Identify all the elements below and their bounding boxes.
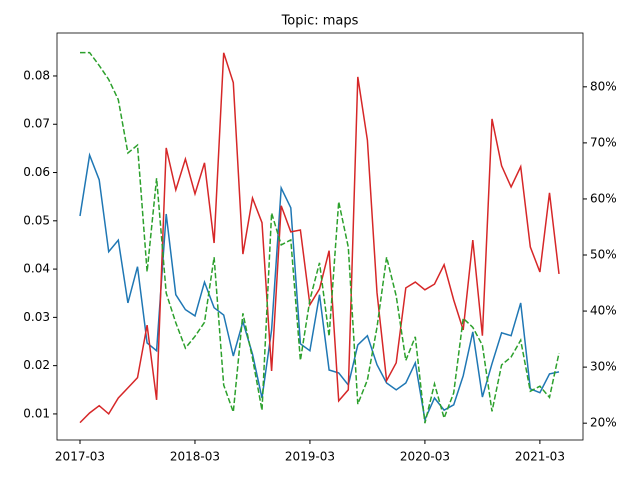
y2-tick-label: 30% — [590, 360, 617, 374]
series-line — [79, 52, 560, 424]
y2-tick-label: 80% — [590, 79, 617, 93]
y2-tick-label: 20% — [590, 416, 617, 430]
x-tick-label: 2021-03 — [515, 450, 565, 464]
y2-tick-label: 60% — [590, 191, 617, 205]
y2-tick-label: 50% — [590, 248, 617, 262]
y2-tick-label: 70% — [590, 135, 617, 149]
x-tick-label: 2017-03 — [55, 450, 105, 464]
y-tick-label: 0.06 — [23, 165, 50, 179]
plot-frame — [56, 32, 584, 441]
y-tick-label: 0.02 — [23, 358, 50, 372]
y-tick-label: 0.05 — [23, 213, 50, 227]
x-tick-label: 2018-03 — [170, 450, 220, 464]
series-line — [80, 51, 560, 424]
y-tick-label: 0.01 — [23, 406, 50, 420]
x-tick-label: 2019-03 — [285, 450, 335, 464]
y-tick-label: 0.08 — [23, 68, 50, 82]
y-tick-label: 0.07 — [23, 117, 50, 131]
x-tick-label: 2020-03 — [400, 450, 450, 464]
y-tick-label: 0.04 — [23, 262, 50, 276]
y-tick-label: 0.03 — [23, 310, 50, 324]
y2-tick-label: 40% — [590, 304, 617, 318]
chart-title: Topic: maps — [281, 14, 359, 29]
